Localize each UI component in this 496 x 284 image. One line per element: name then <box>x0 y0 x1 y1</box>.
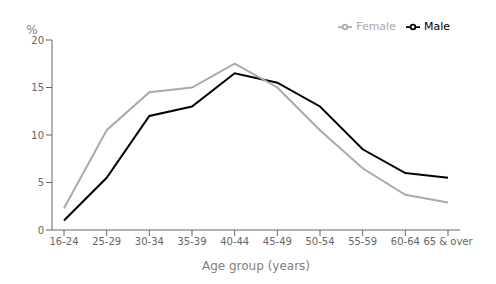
svg-text:30-34: 30-34 <box>135 236 164 247</box>
svg-text:%: % <box>26 23 37 37</box>
svg-text:10: 10 <box>31 130 44 141</box>
svg-text:65 & over: 65 & over <box>423 236 473 247</box>
html-text:Male: Male <box>423 20 450 33</box>
svg-text:Age group (years): Age group (years) <box>202 259 310 273</box>
svg-text:20: 20 <box>31 34 44 46</box>
svg-text:60-64: 60-64 <box>391 236 420 247</box>
svg-text:55-59: 55-59 <box>348 236 377 247</box>
svg-text:40-44: 40-44 <box>220 236 249 247</box>
svg-text:16-24: 16-24 <box>49 236 78 247</box>
svg-text:15: 15 <box>31 82 44 93</box>
svg-text:0: 0 <box>38 225 44 236</box>
svg-text:5: 5 <box>38 177 44 188</box>
svg-text:25-29: 25-29 <box>92 236 121 247</box>
svg-text:35-39: 35-39 <box>177 236 206 247</box>
svg-text:50-54: 50-54 <box>305 236 334 247</box>
html-text:Female: Female <box>356 20 396 33</box>
svg-text:45-49: 45-49 <box>263 236 292 247</box>
